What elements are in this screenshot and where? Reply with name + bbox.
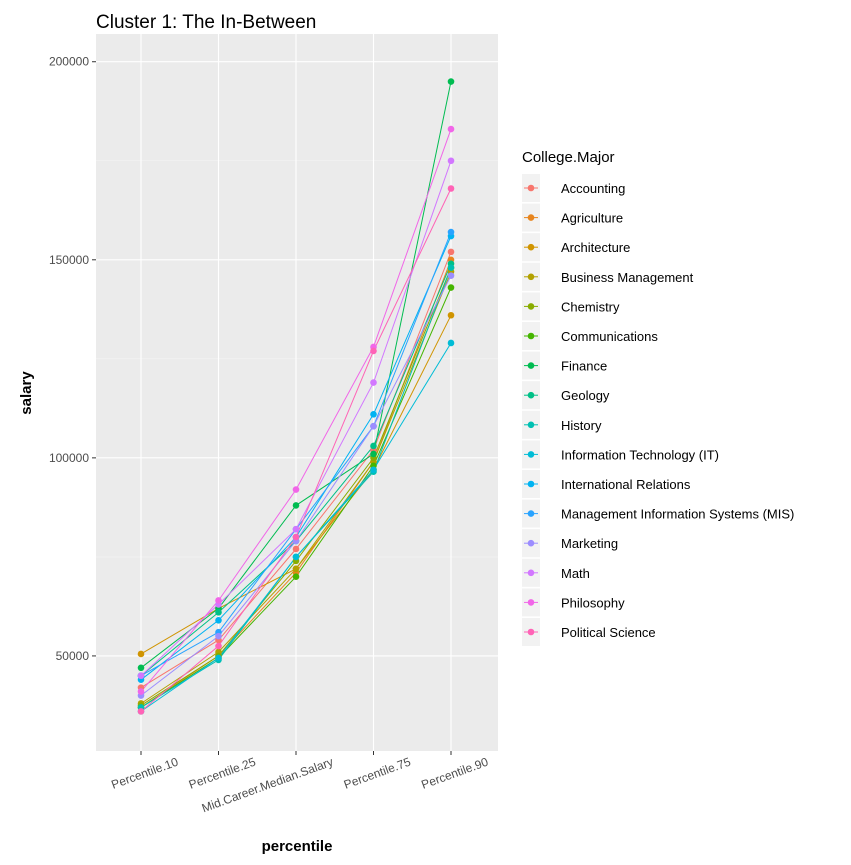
- legend: College.Major Accounting Agriculture Archi…: [522, 149, 794, 646]
- legend-key-point: [527, 362, 535, 369]
- data-point: [292, 525, 300, 533]
- y-axis: 50000 100000 150000 200000: [49, 55, 96, 663]
- legend-key-point: [527, 214, 535, 221]
- legend-label: Marketing: [561, 536, 618, 551]
- data-point: [292, 573, 300, 581]
- data-point: [370, 410, 377, 418]
- legend-label: Finance: [561, 359, 607, 374]
- data-point: [447, 339, 455, 347]
- legend-title: College.Major: [522, 149, 615, 166]
- data-point: [292, 486, 300, 493]
- data-point: [370, 450, 377, 458]
- legend-label: Communications: [561, 329, 658, 344]
- data-point: [137, 650, 145, 658]
- legend-label: Business Management: [561, 270, 694, 285]
- data-point: [447, 248, 455, 256]
- legend-label: Chemistry: [561, 299, 620, 314]
- data-point: [447, 311, 455, 319]
- legend-key-point: [527, 539, 535, 547]
- plot-panel: [96, 34, 498, 751]
- x-tick-label: Percentile.90: [419, 755, 490, 792]
- legend-label: Information Technology (IT): [561, 447, 719, 462]
- data-point: [215, 642, 222, 650]
- data-point: [447, 264, 455, 272]
- y-tick-label: 50000: [56, 649, 90, 663]
- legend-key-point: [527, 480, 535, 488]
- data-point: [215, 597, 222, 604]
- legend-key-point: [527, 332, 535, 340]
- data-point: [370, 466, 377, 474]
- legend-key-point: [527, 628, 535, 636]
- legend-label: Agriculture: [561, 211, 623, 226]
- y-tick-label: 150000: [49, 253, 89, 267]
- x-tick-label: Mid.Career.Median.Salary: [200, 755, 335, 816]
- data-point: [370, 347, 377, 355]
- x-axis: Percentile.10 Percentile.25Mid.Career.Med…: [109, 751, 490, 815]
- legend-label: Geology: [561, 388, 610, 403]
- legend-label: History: [561, 418, 602, 433]
- legend-label: Architecture: [561, 240, 630, 255]
- data-point: [215, 632, 222, 640]
- y-axis-title: salary: [18, 371, 35, 415]
- data-point: [292, 545, 300, 553]
- legend-key-point: [527, 451, 535, 458]
- data-point: [137, 664, 145, 672]
- x-axis-title: percentile: [262, 838, 333, 855]
- data-point: [447, 78, 455, 85]
- legend-key-point: [527, 184, 535, 192]
- data-point: [447, 228, 455, 236]
- data-point: [370, 379, 377, 386]
- y-tick-label: 200000: [49, 55, 89, 69]
- data-point: [292, 533, 300, 541]
- legend-key-point: [527, 273, 535, 281]
- data-point: [292, 502, 300, 509]
- x-tick-label: Percentile.75: [342, 755, 413, 792]
- legend-key-point: [527, 303, 535, 310]
- y-tick-label: 100000: [49, 451, 89, 465]
- data-point: [447, 125, 455, 133]
- data-point: [215, 654, 222, 662]
- data-point: [447, 185, 455, 192]
- data-point: [370, 422, 377, 430]
- data-point: [292, 565, 300, 573]
- data-point: [447, 284, 455, 291]
- legend-label: Political Science: [561, 625, 656, 640]
- data-point: [292, 553, 300, 561]
- legend-label: International Relations: [561, 477, 691, 492]
- chart-title: Cluster 1: The In-Between: [96, 12, 316, 33]
- legend-key-point: [527, 391, 535, 399]
- data-point: [447, 157, 455, 165]
- legend-label: Philosophy: [561, 595, 625, 610]
- data-point: [215, 616, 222, 624]
- legend-key-point: [527, 599, 535, 606]
- data-point: [447, 272, 455, 279]
- data-point: [137, 708, 145, 715]
- data-point: [215, 609, 222, 616]
- data-point: [370, 442, 377, 450]
- legend-key-point: [527, 569, 535, 577]
- legend-label: Math: [561, 566, 590, 581]
- data-point: [137, 672, 145, 680]
- legend-key-point: [527, 243, 535, 251]
- series-points: [137, 78, 455, 715]
- data-point: [137, 688, 145, 695]
- x-tick-label: Percentile.10: [109, 755, 180, 792]
- legend-label: Management Information Systems (MIS): [561, 507, 794, 522]
- legend-key-point: [527, 510, 535, 517]
- legend-key-point: [527, 421, 535, 429]
- legend-label: Accounting: [561, 181, 625, 196]
